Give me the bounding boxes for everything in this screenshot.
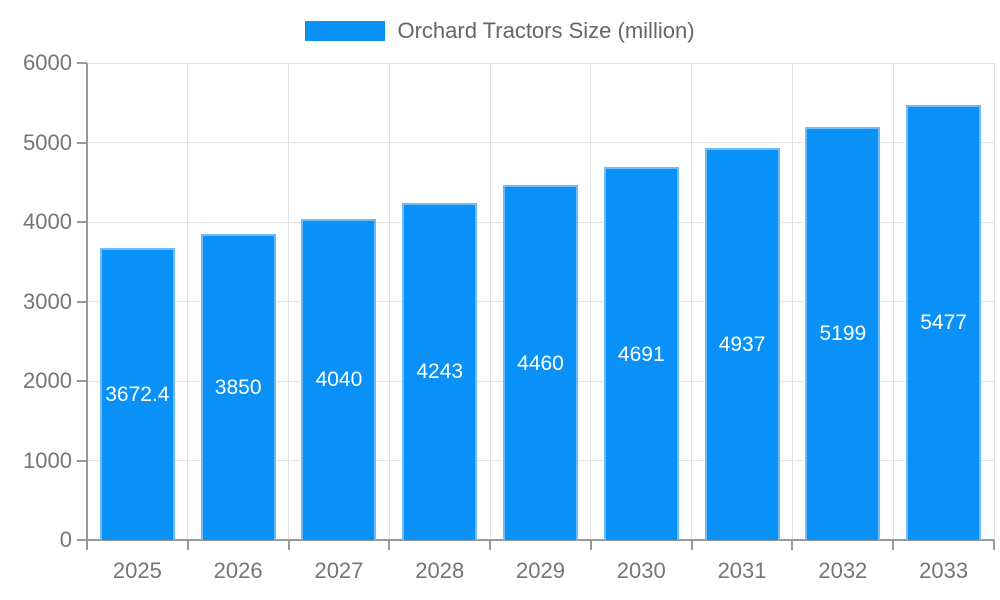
bar-value-label: 4460 [517,351,564,375]
y-axis-tick [77,539,87,541]
bar-2026: 3850 [200,233,276,540]
legend-label: Orchard Tractors Size (million) [397,18,695,43]
gridline-horizontal [87,142,994,143]
x-axis-label: 2028 [415,558,465,583]
y-axis-label: 6000 [23,50,72,75]
gridline-vertical [388,63,390,540]
gridline-vertical [892,63,894,540]
plot-area: 3672.4 3850 4040 4243 4460 4691 4937 5199 5477 [86,62,995,541]
x-axis-tick [791,540,794,550]
y-axis-label: 5000 [23,129,72,155]
y-axis-label: 2000 [23,368,72,393]
y-axis-label: 3000 [23,288,72,314]
bar-2027: 4040 [301,218,377,540]
x-axis-label: 2032 [818,558,868,583]
y-axis-line [86,63,88,540]
x-axis-tick [86,540,88,550]
gridline-vertical [590,63,592,540]
gridline-vertical [489,63,491,540]
bar-value-label: 4040 [315,368,363,392]
gridline-vertical [791,63,793,540]
bar-value-label: 4937 [718,332,766,356]
x-axis-tick [388,540,391,550]
bar-value-label: 4243 [416,360,464,384]
x-axis-label: 2025 [112,558,162,583]
x-axis-label: 2029 [516,558,565,583]
x-axis-label: 2027 [314,558,364,583]
y-axis-tick [77,62,87,64]
bar-2030: 4691 [603,167,679,540]
bar-2025: 3672.4 [99,248,175,540]
y-axis-tick [77,221,87,223]
y-axis-label: 1000 [23,447,72,473]
bar-value-label: 3850 [214,375,262,399]
y-axis-tick [77,459,87,462]
x-axis-tick [690,540,693,550]
y-axis-tick [77,380,87,382]
bar-2032: 5199 [805,126,881,540]
bar-2031: 4937 [704,147,780,540]
gridline-horizontal [87,62,994,64]
bar-2029: 4460 [503,185,578,540]
legend-swatch [305,21,386,41]
gridline-vertical [187,63,189,540]
x-axis-label: 2031 [717,558,767,583]
y-axis-tick [77,141,87,144]
x-axis-tick [589,540,592,550]
x-axis-label: 2026 [213,558,263,583]
y-axis-tick [77,300,87,303]
bar-value-label: 4691 [617,342,665,366]
gridline-vertical [993,63,995,540]
x-axis-label: 2033 [919,558,969,583]
bar-2028: 4243 [402,202,478,540]
bar-value-label: 5199 [819,322,867,346]
gridline-vertical [288,63,290,540]
legend-item[interactable]: Orchard Tractors Size (million) [0,18,1000,44]
x-axis-tick [287,540,290,550]
bar-value-label: 3672.4 [105,383,170,406]
x-axis-tick [993,540,995,550]
x-axis-label: 2030 [616,558,666,583]
x-axis-tick [892,540,895,550]
y-axis-label: 4000 [23,209,72,234]
gridline-vertical [691,63,693,540]
x-axis-tick [186,540,189,550]
x-axis-tick [489,540,492,550]
bar-2033: 5477 [906,104,982,540]
y-axis-label: 0 [59,527,72,552]
bar-value-label: 5477 [920,311,967,335]
x-axis-line [86,539,994,541]
